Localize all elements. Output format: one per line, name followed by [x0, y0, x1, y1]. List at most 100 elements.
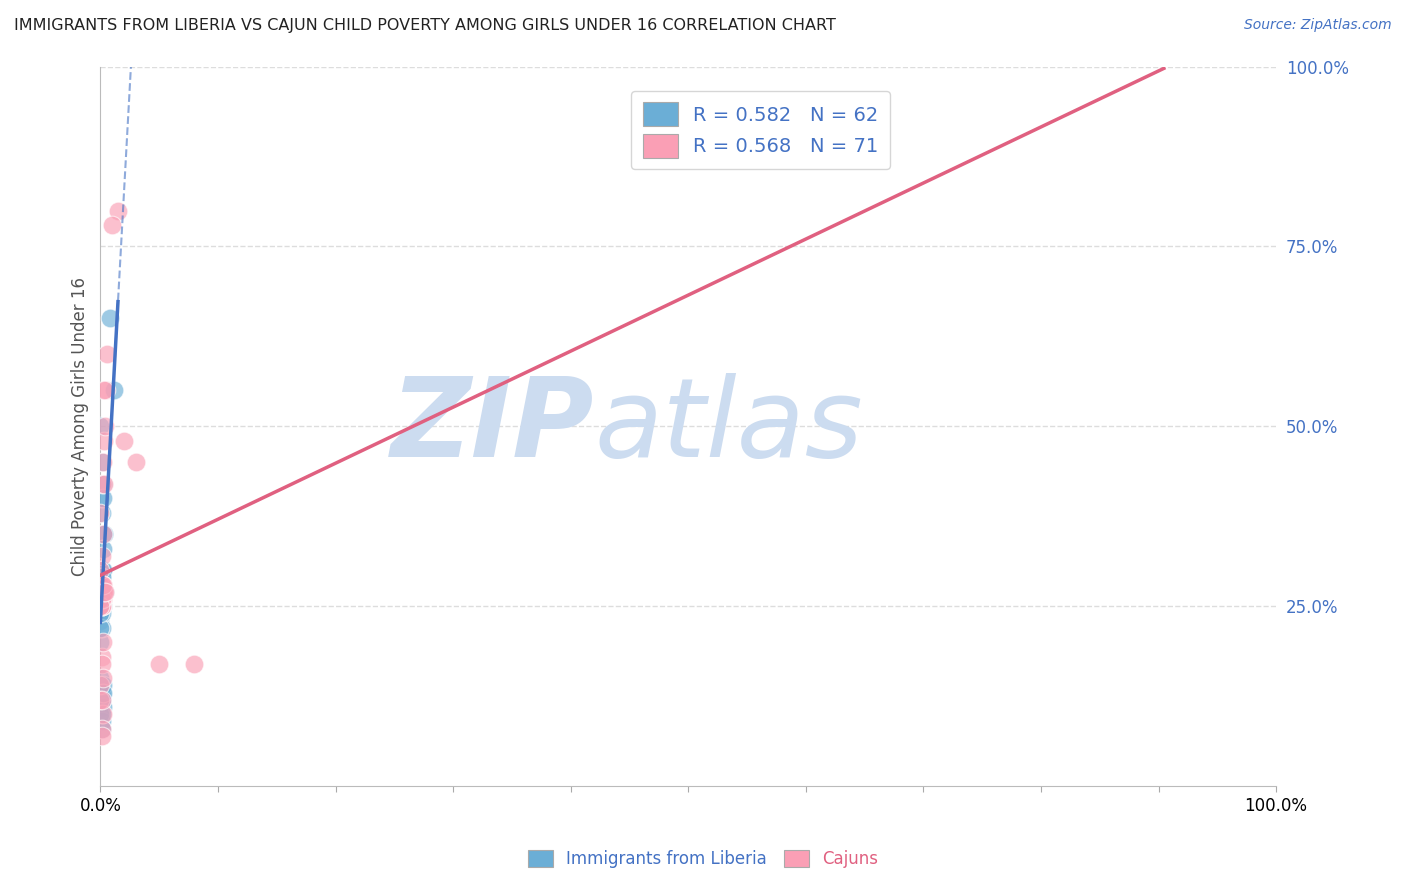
Point	[91, 671, 114, 685]
Point	[93, 477, 115, 491]
Point	[90, 577, 112, 591]
Point	[91, 577, 114, 591]
Point	[91, 700, 114, 714]
Point	[90, 607, 112, 621]
Legend: R = 0.582   N = 62, R = 0.568   N = 71: R = 0.582 N = 62, R = 0.568 N = 71	[631, 91, 890, 169]
Point	[90, 585, 112, 599]
Point	[89, 585, 111, 599]
Point	[89, 707, 111, 722]
Point	[91, 599, 114, 614]
Point	[90, 621, 112, 635]
Point	[90, 455, 112, 469]
Point	[90, 722, 112, 736]
Point	[89, 585, 111, 599]
Point	[96, 347, 118, 361]
Point	[90, 585, 112, 599]
Point	[89, 635, 111, 649]
Point	[90, 649, 112, 664]
Point	[89, 592, 111, 607]
Point	[90, 657, 112, 671]
Text: ZIP: ZIP	[391, 373, 595, 480]
Point	[91, 635, 114, 649]
Point	[91, 585, 114, 599]
Point	[91, 455, 114, 469]
Point	[90, 577, 112, 591]
Point	[90, 592, 112, 607]
Point	[90, 577, 112, 591]
Point	[90, 570, 112, 584]
Point	[90, 707, 112, 722]
Point	[89, 419, 111, 434]
Point	[89, 678, 111, 692]
Point	[89, 577, 111, 591]
Y-axis label: Child Poverty Among Girls Under 16: Child Poverty Among Girls Under 16	[72, 277, 89, 576]
Point	[90, 577, 112, 591]
Point	[94, 585, 117, 599]
Point	[89, 491, 111, 506]
Point	[90, 506, 112, 520]
Point	[89, 607, 111, 621]
Point	[89, 577, 111, 591]
Text: Source: ZipAtlas.com: Source: ZipAtlas.com	[1244, 18, 1392, 32]
Point	[93, 384, 115, 398]
Point	[91, 592, 114, 607]
Point	[91, 477, 114, 491]
Point	[90, 585, 112, 599]
Point	[90, 722, 112, 736]
Point	[90, 599, 112, 614]
Point	[91, 491, 114, 506]
Point	[90, 585, 112, 599]
Point	[96, 384, 118, 398]
Point	[107, 203, 129, 218]
Point	[89, 585, 111, 599]
Point	[148, 657, 170, 671]
Point	[89, 599, 111, 614]
Point	[90, 685, 112, 699]
Point	[90, 592, 112, 607]
Point	[91, 585, 114, 599]
Point	[124, 455, 146, 469]
Point	[89, 585, 111, 599]
Text: atlas: atlas	[595, 373, 863, 480]
Point	[93, 527, 115, 541]
Point	[89, 621, 111, 635]
Point	[90, 577, 112, 591]
Point	[98, 311, 121, 326]
Point	[91, 585, 114, 599]
Point	[89, 599, 111, 614]
Point	[183, 657, 205, 671]
Point	[94, 585, 117, 599]
Point	[90, 599, 112, 614]
Point	[91, 585, 114, 599]
Point	[91, 585, 114, 599]
Point	[91, 577, 114, 591]
Point	[90, 592, 112, 607]
Point	[90, 714, 112, 729]
Point	[103, 384, 125, 398]
Point	[89, 577, 111, 591]
Point	[90, 577, 112, 591]
Point	[90, 729, 112, 743]
Point	[90, 592, 112, 607]
Point	[90, 592, 112, 607]
Point	[90, 599, 112, 614]
Point	[91, 678, 114, 692]
Point	[89, 585, 111, 599]
Point	[91, 585, 114, 599]
Point	[90, 577, 112, 591]
Point	[90, 477, 112, 491]
Point	[90, 577, 112, 591]
Point	[91, 541, 114, 556]
Point	[91, 592, 114, 607]
Point	[89, 592, 111, 607]
Point	[91, 585, 114, 599]
Point	[90, 599, 112, 614]
Point	[90, 599, 112, 614]
Point	[89, 614, 111, 628]
Point	[91, 707, 114, 722]
Point	[90, 693, 112, 707]
Point	[89, 506, 111, 520]
Point	[90, 577, 112, 591]
Point	[90, 592, 112, 607]
Point	[91, 563, 114, 577]
